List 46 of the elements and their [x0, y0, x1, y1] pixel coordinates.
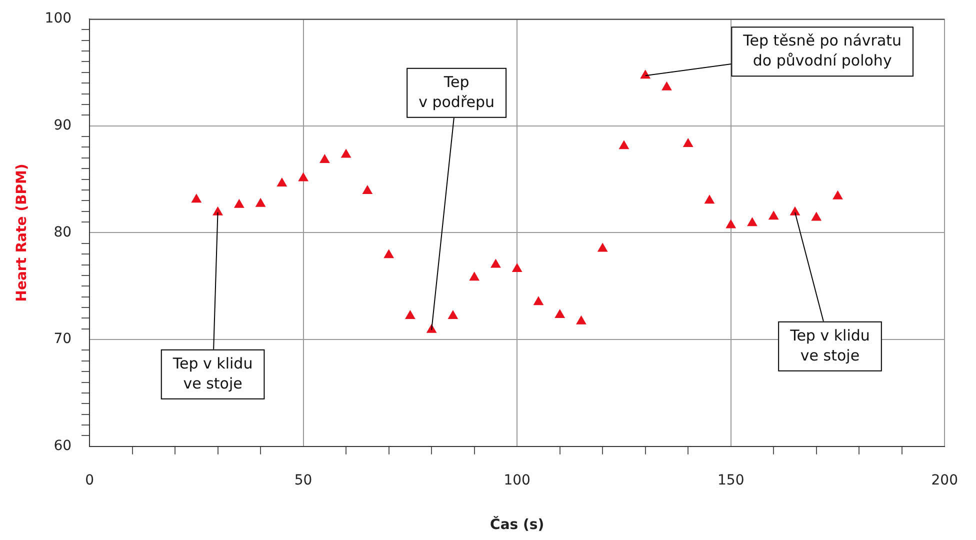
point [340, 148, 352, 158]
point [404, 310, 416, 320]
y-tick-label: 90 [54, 117, 72, 134]
x-tick-label: 200 [931, 472, 958, 488]
x-tick-label: 100 [504, 472, 530, 488]
point [682, 138, 694, 148]
y-tick-label: 60 [54, 438, 72, 454]
point [747, 217, 758, 226]
x-tick-label: 50 [294, 472, 312, 488]
point [662, 81, 672, 90]
y-axis-title: Heart Rate (BPM) [14, 164, 30, 302]
point [191, 194, 202, 203]
annotation: Tep v podřepu [418, 72, 495, 111]
point [533, 296, 544, 306]
point [704, 194, 715, 204]
point [469, 272, 480, 281]
point [448, 310, 458, 320]
x-axis-title: Čas (s) [490, 516, 544, 534]
annotation: Tep v klidu ve stoje [789, 326, 870, 364]
x-tick-label: 0 [85, 472, 94, 488]
point [576, 315, 586, 324]
x-tick-label: 150 [717, 472, 744, 488]
point [512, 263, 522, 272]
point [768, 210, 779, 220]
point [234, 198, 244, 208]
y-tick-label: 100 [44, 10, 72, 27]
point [212, 206, 223, 216]
annotation: Tep v klidu ve stoje [172, 354, 253, 392]
point [255, 198, 266, 207]
point [554, 308, 566, 318]
point [384, 249, 394, 258]
point [832, 190, 843, 200]
annotation: Tep těsně po návratu do původní polohy [742, 32, 902, 70]
point [298, 172, 308, 182]
point [597, 242, 608, 252]
point [618, 140, 630, 150]
y-tick-label: 80 [54, 224, 72, 240]
point [276, 178, 288, 187]
point [319, 154, 330, 164]
point [640, 70, 651, 79]
y-tick-label: 70 [54, 331, 72, 348]
point [490, 258, 501, 268]
point [790, 206, 800, 216]
point [726, 219, 736, 228]
point [362, 185, 373, 194]
point [811, 212, 822, 221]
